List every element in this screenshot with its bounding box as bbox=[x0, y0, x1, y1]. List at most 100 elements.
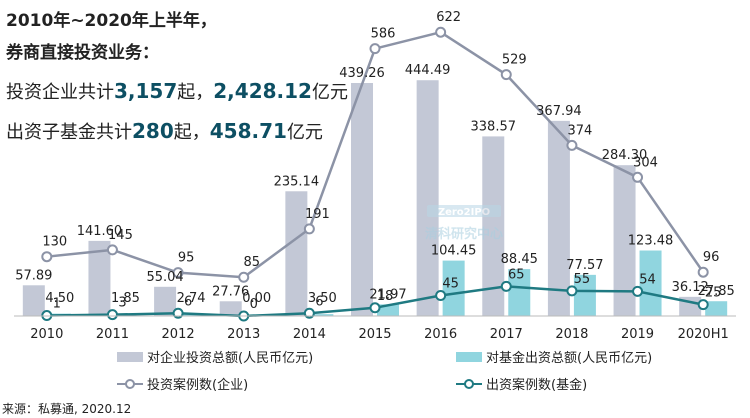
bar-enterprise-amount-2017 bbox=[482, 136, 505, 316]
x-tick-label-2014: 2014 bbox=[293, 327, 326, 342]
marker-enterprise-cases-2020H1 bbox=[697, 266, 709, 278]
label-fund-cases-2013: 0 bbox=[250, 297, 258, 312]
label-fund-amount-2016: 104.45 bbox=[431, 244, 477, 259]
legend-marker-fund-cases bbox=[464, 379, 474, 389]
marker-fund-cases-2016 bbox=[435, 289, 447, 301]
annotation-fund-mid: 起， bbox=[173, 122, 210, 143]
label-enterprise-cases-2016: 622 bbox=[436, 10, 461, 25]
bar-fund-amount-2015 bbox=[377, 304, 399, 316]
marker-enterprise-cases-2018 bbox=[566, 139, 578, 151]
x-tick-label-2017: 2017 bbox=[490, 327, 523, 342]
label-enterprise-amount-2013: 27.76 bbox=[212, 284, 249, 299]
marker-enterprise-cases-2011 bbox=[106, 244, 118, 256]
label-enterprise-cases-2015: 586 bbox=[371, 27, 396, 42]
x-axis-ticks: 2010 2011 2012 2013 2014 2015 2016 2017 2018 2019… bbox=[30, 327, 728, 342]
label-enterprise-amount-2010: 57.89 bbox=[15, 268, 52, 283]
x-tick-label-2016: 2016 bbox=[424, 327, 457, 342]
x-tick-label-2011: 2011 bbox=[96, 327, 129, 342]
marker-enterprise-cases-2016 bbox=[435, 26, 447, 38]
annotation-line-4: 出资子基金共计280起，458.71亿元 bbox=[6, 118, 323, 144]
label-enterprise-amount-2015: 439.26 bbox=[339, 66, 385, 81]
label-fund-cases-2015: 18 bbox=[377, 289, 394, 304]
bar-enterprise-amount-2011 bbox=[88, 240, 111, 316]
bar-enterprise-amount-2013 bbox=[219, 301, 242, 316]
bar-enterprise-amount-2019 bbox=[613, 165, 636, 316]
x-tick-label-2018: 2018 bbox=[555, 327, 588, 342]
label-fund-amount-2018: 77.57 bbox=[566, 258, 603, 273]
legend-swatch-enterprise-amount bbox=[117, 352, 143, 362]
label-enterprise-amount-2017: 338.57 bbox=[471, 119, 517, 134]
label-fund-amount-2010: 4.50 bbox=[45, 291, 74, 306]
label-fund-cases-2018: 55 bbox=[574, 272, 591, 287]
annotation-line-2: 券商直接投资业务： bbox=[6, 43, 159, 63]
label-fund-amount-2014: 3.50 bbox=[308, 291, 337, 306]
label-enterprise-amount-2011: 141.60 bbox=[77, 224, 123, 239]
x-tick-label-2019: 2019 bbox=[621, 327, 654, 342]
bar-fund-amount-2018 bbox=[573, 274, 596, 316]
legend-marker-enterprise-cases bbox=[125, 379, 135, 389]
label-fund-cases-2012: 6 bbox=[184, 294, 192, 309]
label-enterprise-cases-2014: 191 bbox=[305, 207, 330, 222]
label-fund-cases-2017: 65 bbox=[508, 267, 525, 282]
label-fund-amount-2015: 21.97 bbox=[369, 287, 406, 302]
label-fund-amount-2020H1: 27.85 bbox=[698, 284, 735, 299]
bar-enterprise-amount-2014 bbox=[285, 191, 308, 316]
label-fund-cases-2011: 3 bbox=[118, 296, 126, 311]
annotation-fund-prefix: 出资子基金共计 bbox=[6, 122, 132, 143]
label-enterprise-cases-2020H1: 96 bbox=[703, 250, 720, 265]
label-fund-amount-2019: 123.48 bbox=[628, 234, 674, 249]
label-enterprise-cases-2010: 130 bbox=[42, 235, 67, 250]
label-fund-cases-2010: 1 bbox=[53, 297, 61, 312]
marker-fund-cases-2020H1 bbox=[697, 299, 709, 311]
label-fund-cases-2020H1: 25 bbox=[705, 286, 722, 301]
marker-enterprise-cases-2015 bbox=[369, 43, 381, 55]
annotation-enterprise-count: 3,157 bbox=[114, 79, 178, 103]
label-fund-amount-2017: 88.45 bbox=[501, 252, 538, 267]
annotation-enterprise-mid: 起， bbox=[177, 82, 214, 103]
x-tick-label-2013: 2013 bbox=[227, 327, 260, 342]
label-enterprise-cases-2018: 374 bbox=[567, 123, 592, 138]
annotation-enterprise-prefix: 投资企业共计 bbox=[6, 82, 114, 103]
annotation-enterprise-suffix: 亿元 bbox=[311, 82, 348, 103]
legend: 对企业投资总额(人民币亿元) 对基金出资总额(人民币亿元) 投资案例数(企业) … bbox=[117, 350, 652, 393]
legend-swatch-fund-amount bbox=[456, 352, 482, 362]
marker-enterprise-cases-2017 bbox=[500, 69, 512, 81]
label-enterprise-amount-2016: 444.49 bbox=[405, 63, 451, 78]
label-enterprise-amount-2019: 284.30 bbox=[602, 148, 648, 163]
marker-enterprise-cases-2010 bbox=[41, 251, 53, 263]
label-enterprise-amount-2012: 55.04 bbox=[146, 270, 183, 285]
bar-fund-amount-2016 bbox=[442, 260, 465, 316]
bar-fund-amount-2019 bbox=[639, 250, 662, 316]
bar-enterprise-amount-2012 bbox=[154, 286, 177, 316]
bar-fund-amount-2012 bbox=[180, 314, 203, 316]
bars-layer bbox=[22, 80, 728, 317]
label-enterprise-amount-2020H1: 36.12 bbox=[672, 280, 709, 295]
label-fund-cases-2016: 45 bbox=[442, 276, 459, 291]
marker-fund-cases-2019 bbox=[632, 285, 644, 297]
x-tick-label-2010: 2010 bbox=[30, 327, 63, 342]
label-enterprise-cases-2011: 145 bbox=[108, 228, 133, 243]
x-tick-label-2020H1: 2020H1 bbox=[678, 327, 729, 342]
bar-fund-amount-2020H1 bbox=[705, 301, 728, 316]
label-fund-cases-2014: 6 bbox=[315, 294, 323, 309]
label-enterprise-cases-2019: 304 bbox=[633, 155, 658, 170]
legend-label-enterprise-amount: 对企业投资总额(人民币亿元) bbox=[147, 350, 313, 366]
x-tick-label-2012: 2012 bbox=[162, 327, 195, 342]
svg-text:清科研究中心: 清科研究中心 bbox=[425, 226, 503, 242]
label-fund-amount-2011: 1.85 bbox=[111, 291, 140, 306]
label-fund-cases-2019: 54 bbox=[639, 272, 656, 287]
marker-enterprise-cases-2019 bbox=[632, 171, 644, 183]
annotation-line-1: 2010年~2020年上半年， bbox=[6, 11, 217, 31]
legend-label-enterprise-cases: 投资案例数(企业) bbox=[147, 377, 248, 393]
marker-fund-cases-2017 bbox=[500, 280, 512, 292]
marker-enterprise-cases-2013 bbox=[238, 271, 250, 283]
bar-fund-amount-2014 bbox=[311, 314, 334, 316]
label-enterprise-cases-2013: 85 bbox=[243, 255, 260, 270]
bar-enterprise-amount-2015 bbox=[351, 83, 373, 316]
legend-label-fund-amount: 对基金出资总额(人民币亿元) bbox=[486, 350, 652, 366]
svg-text:Zero2IPO: Zero2IPO bbox=[438, 207, 490, 218]
bar-enterprise-amount-2018 bbox=[547, 120, 570, 317]
bar-fund-amount-2017 bbox=[508, 269, 531, 316]
label-enterprise-amount-2018: 367.94 bbox=[536, 104, 582, 119]
